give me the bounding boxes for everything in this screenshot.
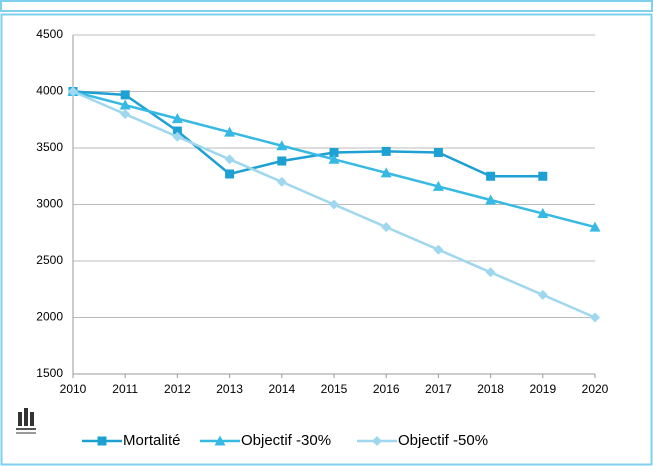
marker bbox=[329, 148, 339, 158]
marker bbox=[432, 180, 444, 191]
marker bbox=[381, 222, 392, 233]
marker bbox=[372, 436, 382, 446]
marker bbox=[329, 199, 339, 210]
marker bbox=[214, 435, 226, 446]
x-tick-label: 2015 bbox=[321, 382, 348, 396]
x-tick-label: 2019 bbox=[529, 382, 556, 396]
top-band bbox=[0, 0, 653, 12]
y-tick-label: 2500 bbox=[36, 253, 63, 267]
marker bbox=[68, 86, 78, 97]
x-tick-label: 2013 bbox=[216, 382, 243, 396]
marker bbox=[276, 176, 287, 187]
y-tick-label: 1500 bbox=[36, 366, 63, 380]
marker bbox=[172, 126, 182, 136]
marker bbox=[172, 131, 183, 142]
marker bbox=[225, 169, 235, 179]
marker bbox=[589, 221, 601, 232]
marker bbox=[381, 146, 391, 156]
y-tick-label: 4500 bbox=[36, 27, 63, 41]
x-tick-label: 2012 bbox=[164, 382, 191, 396]
marker bbox=[590, 312, 600, 323]
marker bbox=[433, 148, 443, 158]
x-tick-label: 2010 bbox=[60, 382, 87, 396]
logo bbox=[16, 408, 36, 434]
x-tick-label: 2017 bbox=[425, 382, 452, 396]
marker bbox=[328, 153, 340, 164]
marker bbox=[538, 171, 548, 181]
marker bbox=[120, 109, 131, 120]
marker bbox=[171, 113, 183, 124]
marker bbox=[224, 126, 236, 137]
marker bbox=[224, 154, 235, 165]
marker bbox=[485, 267, 496, 278]
x-tick-label: 2011 bbox=[112, 382, 138, 396]
legend-label: Objectif -30% bbox=[241, 432, 331, 449]
marker bbox=[486, 171, 496, 181]
marker bbox=[380, 167, 392, 178]
y-tick-label: 3500 bbox=[36, 140, 63, 154]
marker bbox=[120, 90, 130, 100]
marker bbox=[97, 436, 107, 446]
marker bbox=[485, 194, 497, 205]
frame bbox=[0, 13, 653, 466]
y-tick-label: 2000 bbox=[36, 310, 63, 324]
marker bbox=[537, 208, 549, 219]
legend-label: Objectif -50% bbox=[398, 432, 488, 449]
y-tick-label: 4000 bbox=[36, 84, 63, 98]
x-tick-label: 2016 bbox=[373, 382, 400, 396]
series-line bbox=[72, 90, 543, 178]
marker bbox=[277, 156, 287, 166]
marker bbox=[433, 244, 444, 255]
marker bbox=[119, 99, 131, 110]
x-tick-label: 2018 bbox=[477, 382, 504, 396]
marker bbox=[276, 140, 288, 151]
marker bbox=[537, 289, 548, 300]
x-tick-label: 2014 bbox=[268, 382, 295, 396]
legend-label: Mortalité bbox=[123, 432, 181, 449]
x-tick-label: 2020 bbox=[582, 382, 609, 396]
y-tick-label: 3000 bbox=[36, 197, 63, 211]
